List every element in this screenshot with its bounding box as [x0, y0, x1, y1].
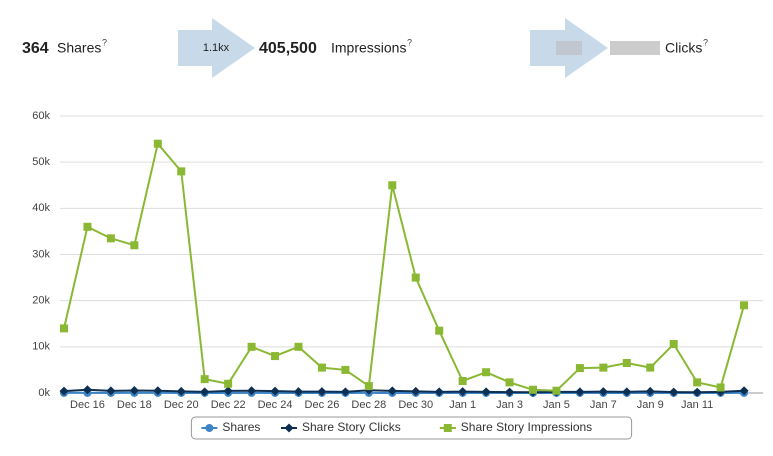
ratio: 1.1kx [203, 42, 230, 54]
legend-label: Share Story Clicks [302, 420, 401, 434]
x-tick-label: Jan 7 [590, 399, 617, 411]
x-tick-label: Dec 28 [351, 399, 386, 411]
point [83, 223, 91, 231]
y-tick-label: 40k [32, 202, 50, 214]
help[interactable]: ? [703, 37, 708, 47]
point [740, 301, 748, 309]
point [693, 378, 701, 386]
y-tick-label: 0k [38, 387, 50, 399]
point [318, 364, 326, 372]
legend-label: Share Story Impressions [461, 420, 592, 434]
y-tick-label: 20k [32, 295, 50, 307]
point [107, 234, 115, 242]
point [295, 343, 303, 351]
point [444, 424, 452, 432]
summary-strip: 364 Shares ? 1.1kx 405,500 Impressions ?… [22, 18, 708, 78]
impressions-label: Impressions [331, 40, 406, 56]
legend-label: Shares [222, 420, 260, 434]
x-tick-label: Jan 3 [496, 399, 523, 411]
point [248, 343, 256, 351]
point [60, 324, 68, 332]
x-tick-label: Jan 1 [449, 399, 476, 411]
clicks-label: Clicks [665, 40, 702, 56]
point [552, 387, 560, 395]
x-tick-label: Dec 26 [305, 399, 340, 411]
point [201, 375, 209, 383]
x-tick-label: Dec 18 [117, 399, 152, 411]
impressions-value: 405,500 [259, 40, 317, 57]
series-line [64, 390, 744, 393]
shares-value: 364 [22, 40, 49, 57]
point [646, 364, 654, 372]
point [670, 340, 678, 348]
point [205, 424, 213, 432]
point [599, 364, 607, 372]
x-tick-label: Jan 9 [637, 399, 664, 411]
x-tick-label: Dec 22 [211, 399, 246, 411]
point [459, 377, 467, 385]
point [224, 380, 232, 388]
y-tick-label: 10k [32, 341, 50, 353]
point [365, 382, 373, 390]
point [529, 386, 537, 394]
help[interactable]: ? [102, 37, 107, 47]
point [482, 368, 490, 376]
x-tick-label: Dec 24 [258, 399, 293, 411]
legend: Shares Share Story Clicks Share Story Impr… [191, 417, 631, 439]
point [435, 327, 443, 335]
series-line [64, 144, 744, 391]
x-tick-label: Dec 16 [70, 399, 105, 411]
x-tick-label: Dec 30 [398, 399, 433, 411]
point [154, 140, 162, 148]
help[interactable]: ? [407, 37, 412, 47]
x-tick-label: Dec 20 [164, 399, 199, 411]
point [412, 274, 420, 282]
shares-label: Shares [57, 40, 101, 56]
point [130, 241, 138, 249]
x-tick-label: Jan 5 [543, 399, 570, 411]
point [177, 167, 185, 175]
blurred-text [556, 41, 582, 55]
x-tick-label: Jan 11 [681, 399, 713, 411]
y-tick-label: 30k [32, 248, 50, 260]
point [576, 364, 584, 372]
point [717, 383, 725, 391]
point [693, 388, 702, 397]
y-tick-label: 60k [32, 110, 50, 122]
blurred-text [610, 41, 660, 55]
point [271, 352, 279, 360]
point [623, 359, 631, 367]
point [506, 378, 514, 386]
point [341, 366, 349, 374]
point [388, 181, 396, 189]
y-tick-label: 50k [32, 156, 50, 168]
